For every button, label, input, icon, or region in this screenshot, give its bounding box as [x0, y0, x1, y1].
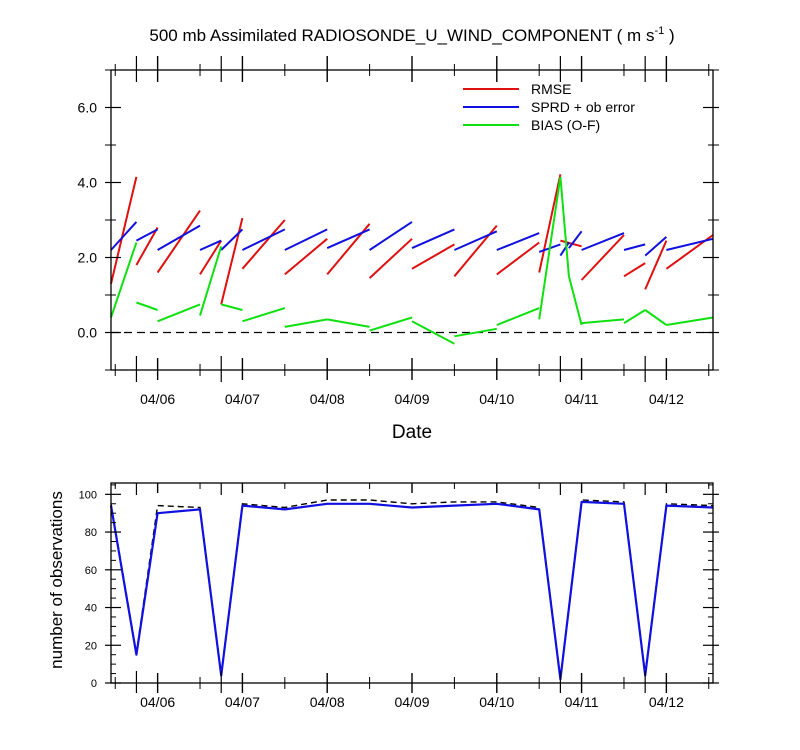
xtick-label: 04/11 [565, 694, 599, 710]
series-2-segment-8 [369, 316, 413, 332]
xtick-label: 04/09 [394, 391, 429, 407]
xtick-label: 04/07 [225, 694, 260, 710]
ytick-label: 40 [85, 603, 97, 615]
xtick-label: 04/10 [479, 694, 514, 710]
legend-label-1: SPRD + ob error [531, 99, 635, 115]
series-0-segment-4 [220, 217, 244, 305]
series-2-segment-15 [581, 318, 625, 325]
chart-title-close: ) [664, 26, 674, 45]
ytick-label: 20 [85, 640, 97, 652]
xtick-label: 04/08 [310, 694, 345, 710]
series-2-segment-9 [411, 320, 455, 345]
series-0-segment-16 [644, 240, 668, 290]
series-2-segment-16 [623, 309, 646, 324]
ytick-label: 100 [79, 489, 97, 501]
series-2-segment-12 [538, 176, 562, 320]
series-2-segment-0 [110, 242, 138, 318]
xtick-label: 04/06 [140, 391, 175, 407]
top-chart-ticks: 0.0 2.0 4.0 6.0 04/06 04/07 04/08 04/09 04/10 04/… [78, 56, 719, 407]
obs-series-1 [109, 500, 714, 681]
series-1-segment-2 [157, 224, 201, 251]
ytick-label: 6.0 [78, 100, 98, 116]
series-1-segment-17 [644, 236, 668, 257]
series-1-segment-8 [369, 221, 413, 251]
obs-series-0 [110, 499, 714, 678]
series-0-segment-8 [368, 238, 413, 279]
top-chart-legend: RMSE SPRD + ob error BIAS (O-F) [463, 81, 635, 133]
bottom-chart-ticks: 0 20 40 60 80 100 04/06 04/07 04/08 04/09 04/10 04/… [79, 483, 719, 710]
chart-title-main: 500 mb Assimilated RADIOSONDE_U_WIND_COM… [149, 26, 654, 45]
bottom-chart: 0 20 40 60 80 100 04/06 04/07 04/08 04/09 04/10 04/… [79, 482, 719, 710]
top-chart: 0.0 2.0 4.0 6.0 04/06 04/07 04/08 04/09 04/10 04/… [78, 56, 719, 407]
ytick-label: 0 [91, 678, 97, 690]
top-chart-xlabel: Date [392, 422, 432, 443]
ytick-label: 60 [85, 565, 97, 577]
series-1-segment-16 [623, 243, 646, 251]
series-1-segment-9 [411, 228, 455, 250]
series-1-segment-4 [220, 228, 244, 251]
series-0-segment-6 [284, 238, 328, 276]
series-0-segment-13 [560, 239, 582, 248]
series-1-segment-3 [199, 239, 222, 251]
xtick-label: 04/06 [140, 694, 175, 710]
ytick-label: 80 [85, 527, 97, 539]
ytick-label: 0.0 [78, 325, 98, 341]
series-2-segment-5 [242, 307, 286, 323]
series-1-segment-6 [284, 228, 328, 251]
series-2-segment-6 [284, 318, 328, 328]
series-1-segment-15 [581, 232, 625, 251]
series-2-segment-13 [559, 176, 570, 277]
series-0-segment-15 [623, 262, 646, 278]
xtick-label: 04/10 [479, 391, 514, 407]
legend-label-2: BIAS (O-F) [531, 117, 600, 133]
series-1-segment-18 [666, 237, 714, 251]
series-0-segment-1 [135, 227, 159, 266]
series-1-segment-14 [568, 230, 583, 249]
series-2-segment-3 [199, 246, 223, 316]
xtick-label: 04/12 [649, 391, 684, 407]
chart-title: 500 mb Assimilated RADIOSONDE_U_WIND_COM… [149, 25, 674, 45]
xtick-label: 04/11 [565, 391, 599, 407]
series-0-segment-3 [199, 240, 223, 275]
xtick-label: 04/09 [394, 694, 429, 710]
series-0-segment-9 [411, 243, 455, 270]
ytick-label: 4.0 [78, 175, 98, 191]
series-0-segment-0 [110, 176, 138, 285]
legend-label-0: RMSE [531, 81, 571, 97]
series-1-segment-0 [110, 221, 138, 251]
series-2-segment-2 [157, 303, 201, 323]
series-1-segment-13 [559, 241, 570, 257]
series-0-segment-5 [241, 219, 286, 270]
ytick-label: 2.0 [78, 250, 98, 266]
series-2-segment-7 [327, 318, 370, 328]
series-1-segment-1 [135, 228, 159, 242]
xtick-label: 04/12 [649, 694, 684, 710]
series-1-segment-11 [496, 232, 540, 251]
series-0-segment-2 [156, 210, 201, 274]
series-2-segment-11 [496, 307, 540, 326]
series-1-segment-5 [241, 228, 286, 251]
series-2-segment-4 [220, 303, 243, 311]
xtick-label: 04/08 [310, 391, 345, 407]
top-chart-series [110, 174, 714, 345]
bottom-chart-series [109, 499, 714, 681]
xtick-label: 04/07 [225, 391, 260, 407]
series-1-segment-10 [453, 230, 498, 251]
top-chart-frame [110, 69, 714, 371]
series-0-segment-11 [496, 241, 540, 276]
series-0-segment-14 [580, 234, 625, 281]
series-2-segment-1 [136, 301, 158, 311]
series-0-segment-12 [538, 174, 562, 273]
series-2-segment-18 [666, 316, 714, 326]
series-1-segment-7 [326, 228, 371, 250]
series-2-segment-10 [454, 327, 497, 338]
series-2-segment-14 [567, 276, 583, 326]
bottom-chart-ylabel: number of observations [47, 491, 66, 669]
chart-title-exponent: -1 [654, 25, 664, 37]
series-2-segment-17 [644, 309, 667, 326]
